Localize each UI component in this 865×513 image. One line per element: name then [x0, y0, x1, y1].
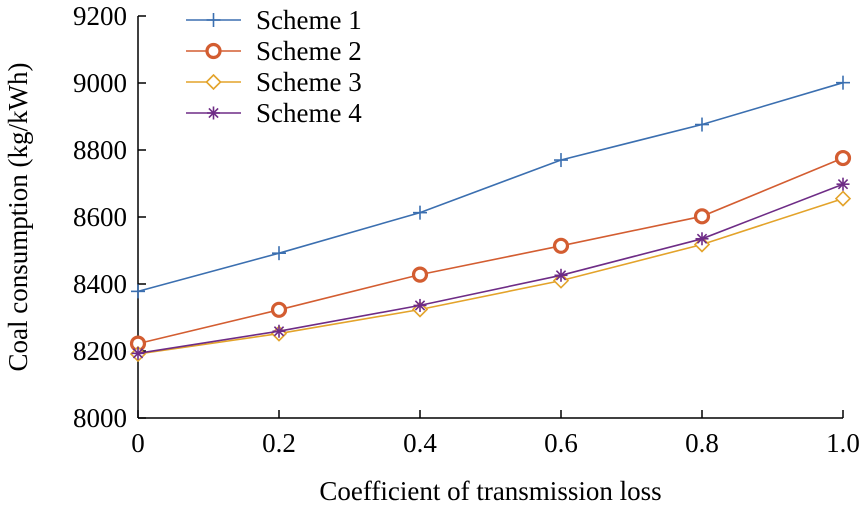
x-tick-label: 0.4 — [403, 428, 437, 458]
data-point — [272, 324, 286, 338]
legend-marker — [205, 73, 222, 91]
y-tick-label: 8600 — [73, 202, 127, 232]
x-tick-label: 0.6 — [544, 428, 578, 458]
axes — [137, 16, 843, 419]
legend-label: Scheme 2 — [256, 36, 362, 66]
circle-marker — [411, 266, 429, 283]
data-point — [272, 246, 286, 261]
series-1 — [131, 75, 850, 299]
data-point — [411, 266, 429, 283]
legend-marker — [206, 13, 221, 27]
data-point — [131, 284, 145, 299]
star-marker-stroke — [414, 300, 426, 311]
star-marker-stroke — [696, 233, 708, 244]
y-ticks: 8000 8200 8400 8600 8800 9000 9200 — [73, 1, 146, 433]
series-layer — [129, 75, 852, 363]
series-line — [137, 157, 844, 345]
data-point — [413, 205, 427, 220]
y-tick-label: 8200 — [73, 336, 127, 366]
star-marker-stroke — [273, 326, 285, 337]
legend-item: Scheme 3 — [186, 67, 362, 97]
series-line — [137, 183, 844, 355]
series-line — [137, 197, 844, 355]
data-point — [131, 346, 145, 360]
legend-marker — [207, 106, 220, 120]
data-point — [554, 153, 568, 168]
x-tick-label: 1.0 — [826, 428, 860, 458]
legend-label: Scheme 1 — [256, 5, 362, 35]
star-marker-stroke — [208, 107, 219, 119]
data-point — [836, 177, 850, 191]
circle-marker — [270, 301, 288, 318]
data-point — [554, 268, 568, 282]
data-point — [270, 301, 288, 318]
y-tick-label: 8400 — [73, 269, 127, 299]
series-2 — [129, 149, 852, 352]
y-tick-label: 8000 — [73, 403, 127, 433]
legend-item: Scheme 4 — [186, 98, 362, 128]
y-tick-label: 9200 — [73, 1, 127, 31]
y-tick-label: 8800 — [73, 135, 127, 165]
legend-label: Scheme 4 — [256, 98, 362, 128]
data-point — [834, 190, 852, 207]
legend-item: Scheme 1 — [186, 5, 362, 35]
data-point — [834, 149, 852, 167]
data-point — [693, 208, 711, 225]
legend-item: Scheme 2 — [186, 36, 362, 66]
data-point — [836, 75, 850, 90]
x-ticks: 0 0.2 0.4 0.6 0.8 1.0 — [131, 410, 860, 458]
star-marker-stroke — [837, 179, 849, 190]
legend-label: Scheme 3 — [256, 67, 362, 97]
y-tick-label: 9000 — [73, 68, 127, 98]
circle-marker — [693, 208, 711, 225]
y-axis-title: Coal consumption (kg/kWh) — [3, 63, 33, 372]
x-axis-title: Coefficient of transmission loss — [319, 476, 661, 506]
data-point — [695, 117, 709, 132]
star-marker-stroke — [555, 270, 567, 281]
x-tick-label: 0.2 — [262, 428, 296, 458]
series-4 — [131, 177, 850, 360]
diamond-marker — [834, 190, 852, 207]
star-marker-stroke — [132, 348, 144, 359]
circle-marker — [834, 149, 852, 167]
diamond-marker — [205, 73, 222, 91]
data-point — [413, 298, 427, 312]
series-3 — [129, 190, 852, 363]
data-point — [695, 232, 709, 246]
circle-marker — [552, 237, 570, 254]
x-tick-label: 0 — [131, 428, 145, 458]
legend-marker — [205, 42, 222, 60]
series-line — [137, 81, 844, 293]
circle-marker — [205, 42, 222, 60]
x-tick-label: 0.8 — [685, 428, 719, 458]
data-point — [552, 237, 570, 254]
